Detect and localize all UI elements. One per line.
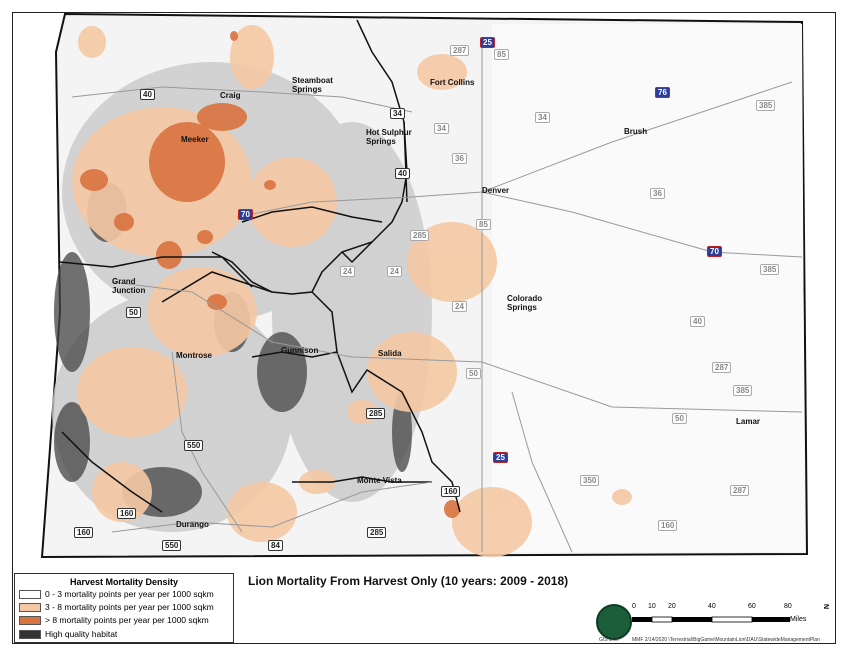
legend-swatch — [19, 589, 41, 599]
city-fort-collins: Fort Collins — [430, 78, 475, 87]
city-meeker: Meeker — [181, 135, 209, 144]
highway-shield: 85 — [494, 49, 509, 60]
legend-swatch — [19, 629, 41, 639]
legend-label: > 8 mortality points per year per 1000 s… — [45, 615, 209, 625]
map-legend: Harvest Mortality Density 0 - 3 mortalit… — [14, 573, 234, 643]
logo-caption: GIS Unit — [599, 637, 618, 643]
city-colorado-springs: Colorado Springs — [507, 294, 543, 312]
highway-shield: 36 — [452, 153, 467, 164]
city-gunnison: Gunnison — [281, 346, 319, 355]
interstate-shield: 70 — [238, 209, 253, 220]
highway-shield: 24 — [340, 266, 355, 277]
highway-shield: 34 — [535, 112, 550, 123]
map-credit: MMF 2/14/2020 \Terrestrial\BigGame\Mount… — [632, 637, 820, 643]
colorado-map — [40, 12, 809, 559]
city-steamboat-springs: Steamboat Springs — [292, 76, 333, 94]
city-durango: Durango — [176, 520, 209, 529]
highway-shield: 287 — [730, 485, 750, 496]
highway-shield: 34 — [434, 123, 449, 134]
legend-label: 0 - 3 mortality points per year per 1000… — [45, 589, 214, 599]
highway-shield: 160 — [117, 508, 137, 519]
scale-tick: 60 — [748, 603, 756, 610]
city-monte-vista: Monte Vista — [357, 476, 402, 485]
north-arrow-icon: N — [822, 604, 829, 610]
highway-shield: 385 — [756, 100, 776, 111]
city-grand-junction: Grand Junction — [112, 277, 146, 295]
legend-item: 3 - 8 mortality points per year per 1000… — [19, 602, 214, 612]
highway-shield: 40 — [395, 168, 410, 179]
city-hot-sulphur-springs: Hot Sulphur Springs — [366, 128, 412, 146]
city-denver: Denver — [482, 186, 510, 195]
scale-tick: 80 — [784, 603, 792, 610]
scale-tick: 10 — [648, 603, 656, 610]
legend-title: Harvest Mortality Density — [70, 577, 179, 587]
highway-shield: 84 — [268, 540, 283, 551]
interstate-shield: 25 — [480, 37, 495, 48]
highway-shield: 287 — [712, 362, 732, 373]
roads — [71, 42, 803, 553]
highway-shield: 550 — [162, 540, 182, 551]
highway-shield: 160 — [658, 520, 678, 531]
scale-units: Miles — [790, 616, 807, 623]
city-craig: Craig — [220, 91, 241, 100]
city-brush: Brush — [624, 127, 648, 136]
density-high — [80, 31, 460, 518]
scale-bar: 0 10 20 40 60 80 Miles — [632, 603, 806, 630]
highway-shield: 40 — [140, 89, 155, 100]
legend-label: High quality habitat — [45, 629, 118, 639]
legend-item: High quality habitat — [19, 629, 117, 639]
legend-item: > 8 mortality points per year per 1000 s… — [19, 615, 209, 625]
highway-shield: 160 — [441, 486, 461, 497]
cpw-logo-icon — [596, 604, 632, 640]
scale-tick: 40 — [708, 603, 716, 610]
highway-shield: 385 — [733, 385, 753, 396]
interstate-shield: 70 — [707, 246, 722, 257]
highway-shield: 550 — [184, 440, 204, 451]
highway-shield: 24 — [452, 301, 467, 312]
highway-shield: 85 — [476, 219, 491, 230]
highway-shield: 34 — [390, 108, 405, 119]
highway-shield: 385 — [760, 264, 780, 275]
highway-shield: 24 — [387, 266, 402, 277]
management-boundaries — [59, 19, 461, 513]
legend-item: 0 - 3 mortality points per year per 1000… — [19, 589, 214, 599]
highway-shield: 50 — [126, 307, 141, 318]
highway-shield: 40 — [690, 316, 705, 327]
highway-shield: 36 — [650, 188, 665, 199]
highway-shield: 350 — [580, 475, 600, 486]
highway-shield: 285 — [366, 408, 386, 419]
highway-shield: 50 — [672, 413, 687, 424]
scale-bar-graphic — [632, 616, 790, 623]
city-salida: Salida — [378, 349, 402, 358]
highway-shield: 287 — [450, 45, 470, 56]
highway-shield: 50 — [466, 368, 481, 379]
legend-swatch — [19, 602, 41, 612]
highway-shield: 160 — [74, 527, 94, 538]
interstate-shield: 76 — [655, 87, 670, 98]
scale-tick: 0 — [632, 603, 636, 610]
highway-shield: 285 — [410, 230, 430, 241]
highway-shield: 285 — [367, 527, 387, 538]
eastern-plains — [492, 24, 805, 552]
city-lamar: Lamar — [736, 417, 761, 426]
legend-swatch — [19, 615, 41, 625]
legend-label: 3 - 8 mortality points per year per 1000… — [45, 602, 214, 612]
map-title: Lion Mortality From Harvest Only (10 yea… — [248, 574, 569, 588]
city-montrose: Montrose — [176, 351, 212, 360]
scale-tick: 20 — [668, 603, 676, 610]
interstate-shield: 25 — [493, 452, 508, 463]
